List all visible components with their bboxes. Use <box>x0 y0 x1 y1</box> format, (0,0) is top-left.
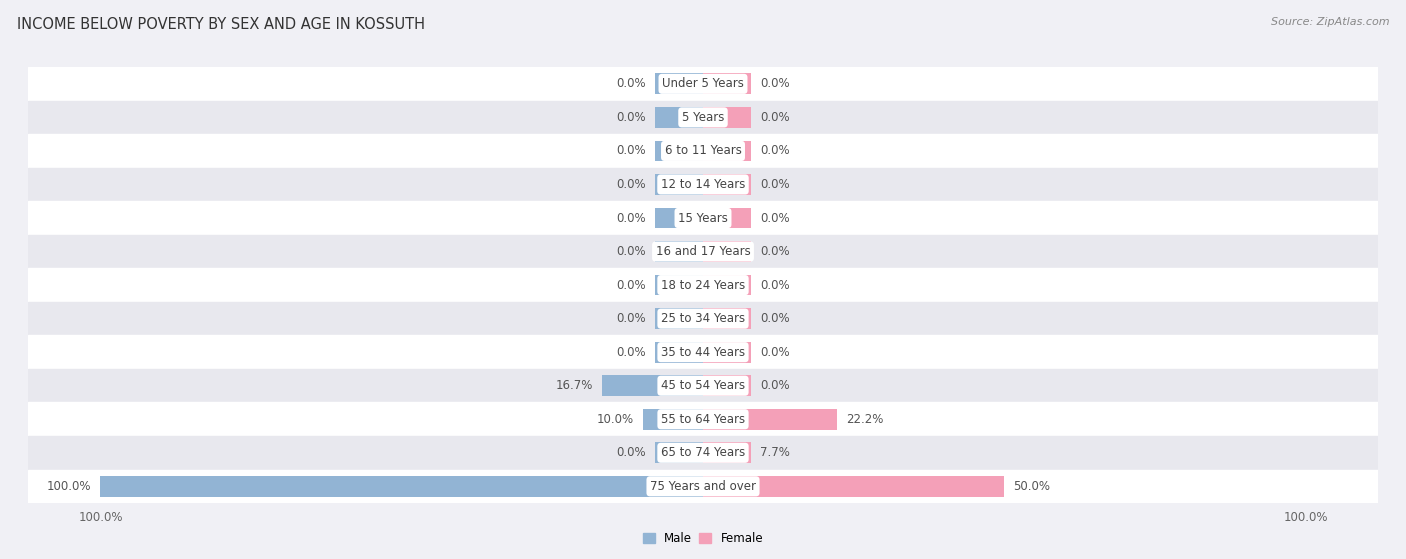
Text: Under 5 Years: Under 5 Years <box>662 77 744 91</box>
Bar <box>28 436 1378 470</box>
Bar <box>703 207 751 229</box>
Bar <box>703 308 751 329</box>
Bar <box>28 335 1378 369</box>
Bar <box>703 409 837 430</box>
Bar <box>28 268 1378 302</box>
Text: 0.0%: 0.0% <box>616 245 645 258</box>
Text: 0.0%: 0.0% <box>761 312 790 325</box>
Text: 0.0%: 0.0% <box>761 178 790 191</box>
Text: 0.0%: 0.0% <box>616 312 645 325</box>
Bar <box>655 442 703 463</box>
Text: 12 to 14 Years: 12 to 14 Years <box>661 178 745 191</box>
Text: 7.7%: 7.7% <box>761 446 790 459</box>
Text: 0.0%: 0.0% <box>761 211 790 225</box>
Text: 22.2%: 22.2% <box>846 413 883 426</box>
Bar <box>655 308 703 329</box>
Text: 0.0%: 0.0% <box>761 278 790 292</box>
Bar <box>28 134 1378 168</box>
Bar <box>703 342 751 363</box>
Bar <box>28 402 1378 436</box>
Text: 0.0%: 0.0% <box>761 144 790 158</box>
Text: 25 to 34 Years: 25 to 34 Years <box>661 312 745 325</box>
Bar <box>655 207 703 229</box>
Bar <box>703 241 751 262</box>
Text: 0.0%: 0.0% <box>616 178 645 191</box>
Text: 0.0%: 0.0% <box>616 111 645 124</box>
Text: 10.0%: 10.0% <box>596 413 634 426</box>
Text: 0.0%: 0.0% <box>616 446 645 459</box>
Text: 50.0%: 50.0% <box>1014 480 1050 493</box>
Text: 0.0%: 0.0% <box>761 111 790 124</box>
Bar <box>602 375 703 396</box>
Bar <box>655 140 703 162</box>
Bar <box>703 274 751 296</box>
Bar <box>28 67 1378 101</box>
Text: 0.0%: 0.0% <box>616 211 645 225</box>
Bar <box>655 73 703 94</box>
Text: 55 to 64 Years: 55 to 64 Years <box>661 413 745 426</box>
Text: 6 to 11 Years: 6 to 11 Years <box>665 144 741 158</box>
Bar <box>655 241 703 262</box>
Bar <box>655 174 703 195</box>
Bar <box>28 302 1378 335</box>
Bar <box>28 201 1378 235</box>
Bar <box>28 235 1378 268</box>
Text: 65 to 74 Years: 65 to 74 Years <box>661 446 745 459</box>
Bar <box>655 342 703 363</box>
Text: 75 Years and over: 75 Years and over <box>650 480 756 493</box>
Bar <box>28 369 1378 402</box>
Text: 18 to 24 Years: 18 to 24 Years <box>661 278 745 292</box>
Text: 0.0%: 0.0% <box>761 379 790 392</box>
Bar <box>703 174 751 195</box>
Text: 16.7%: 16.7% <box>555 379 593 392</box>
Text: 35 to 44 Years: 35 to 44 Years <box>661 345 745 359</box>
Bar <box>643 409 703 430</box>
Legend: Male, Female: Male, Female <box>638 527 768 549</box>
Bar <box>28 470 1378 503</box>
Text: 0.0%: 0.0% <box>761 345 790 359</box>
Text: INCOME BELOW POVERTY BY SEX AND AGE IN KOSSUTH: INCOME BELOW POVERTY BY SEX AND AGE IN K… <box>17 17 425 32</box>
Text: 0.0%: 0.0% <box>761 77 790 91</box>
Text: 15 Years: 15 Years <box>678 211 728 225</box>
Bar <box>703 476 1004 497</box>
Bar <box>703 442 751 463</box>
Bar <box>703 140 751 162</box>
Bar <box>703 73 751 94</box>
Text: 0.0%: 0.0% <box>616 144 645 158</box>
Bar <box>100 476 703 497</box>
Text: 100.0%: 100.0% <box>46 480 91 493</box>
Text: 0.0%: 0.0% <box>616 77 645 91</box>
Bar <box>703 107 751 128</box>
Text: 0.0%: 0.0% <box>616 278 645 292</box>
Bar <box>28 101 1378 134</box>
Bar <box>655 107 703 128</box>
Text: 5 Years: 5 Years <box>682 111 724 124</box>
Text: 16 and 17 Years: 16 and 17 Years <box>655 245 751 258</box>
Bar <box>655 274 703 296</box>
Text: Source: ZipAtlas.com: Source: ZipAtlas.com <box>1271 17 1389 27</box>
Bar <box>703 375 751 396</box>
Bar <box>28 168 1378 201</box>
Text: 0.0%: 0.0% <box>616 345 645 359</box>
Text: 45 to 54 Years: 45 to 54 Years <box>661 379 745 392</box>
Text: 0.0%: 0.0% <box>761 245 790 258</box>
